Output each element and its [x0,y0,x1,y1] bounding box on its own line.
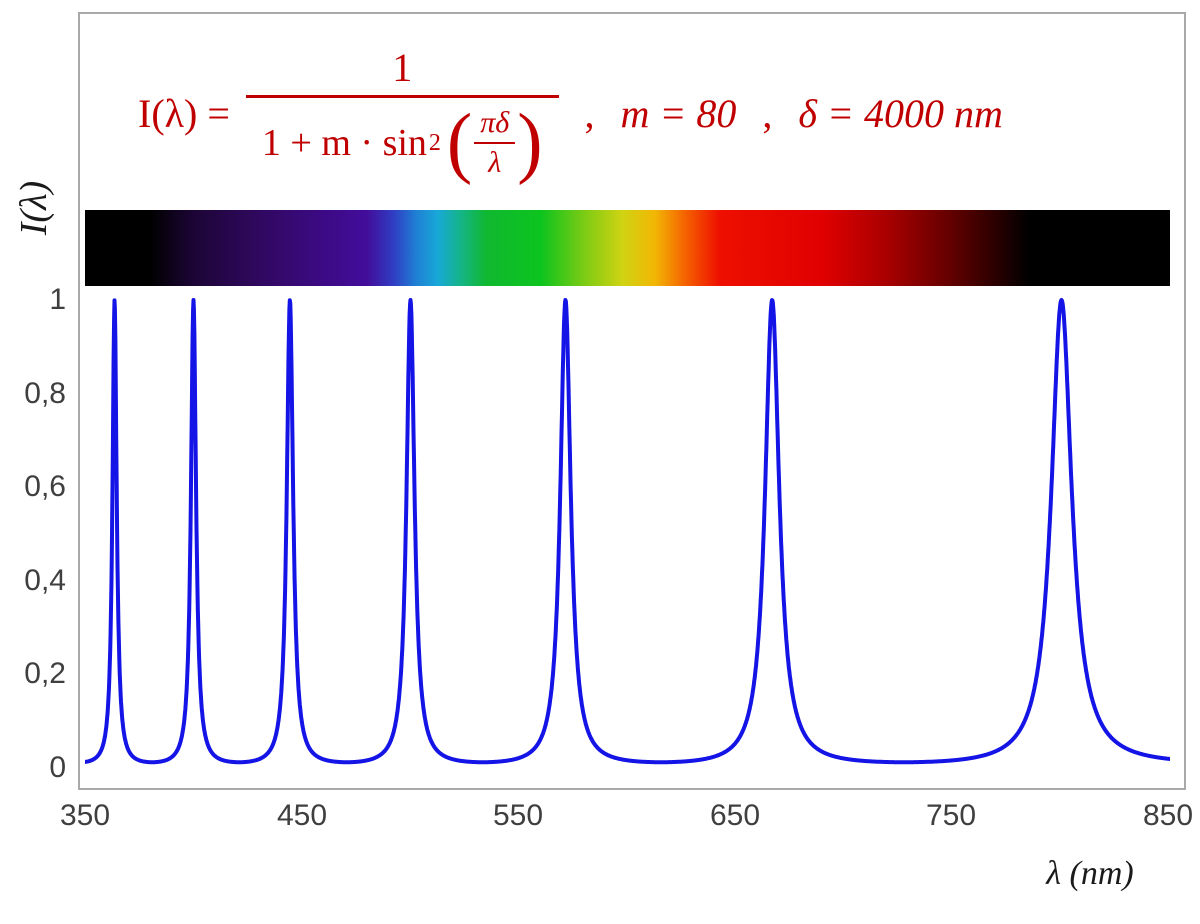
inner-numerator: πδ [474,108,516,144]
y-tick-0-8: 0,8 [24,377,66,410]
denominator-prefix: 1 + m · sin [261,122,427,164]
intensity-curve [85,298,1170,765]
formula-comma-1: , [584,90,595,136]
x-axis-label: λ (nm) [1046,855,1134,892]
x-tick-350: 350 [59,799,111,832]
close-paren: ) [517,98,543,187]
y-tick-0-6: 0,6 [24,470,66,503]
formula: I(λ) = 1 1 + m · sin 2 ( πδ λ ) , m = 80 … [138,28,1003,198]
formula-lhs: I(λ) = [138,90,230,136]
inner-denominator: λ [488,146,502,179]
x-tick-650: 650 [709,799,761,832]
x-tick-450: 450 [276,799,328,832]
y-tick-0-4: 0,4 [24,564,66,597]
y-tick-0: 0 [49,751,66,784]
formula-comma-2: , [762,90,773,136]
parameter-m: m = 80 [620,90,737,136]
x-tick-750: 750 [925,799,977,832]
y-tick-0-2: 0,2 [24,657,66,690]
spectrum-bar [85,210,1170,286]
fraction-numerator: 1 [392,45,413,90]
open-paren: ( [446,98,473,187]
parameter-delta: δ = 4000 nm [798,90,1003,136]
x-tick-850: 850 [1142,799,1194,832]
inner-fraction: πδ λ [474,108,516,179]
formula-fraction: 1 1 + m · sin 2 ( πδ λ ) [245,45,559,187]
intensity-plot [85,298,1170,765]
fraction-denominator: 1 + m · sin 2 ( πδ λ ) [245,95,559,187]
plot-frame: I(λ) = 1 1 + m · sin 2 ( πδ λ ) , m = 80 … [78,12,1186,790]
y-axis-label: I(λ) [13,180,55,236]
x-tick-550: 550 [492,799,544,832]
y-tick-1: 1 [49,283,66,316]
